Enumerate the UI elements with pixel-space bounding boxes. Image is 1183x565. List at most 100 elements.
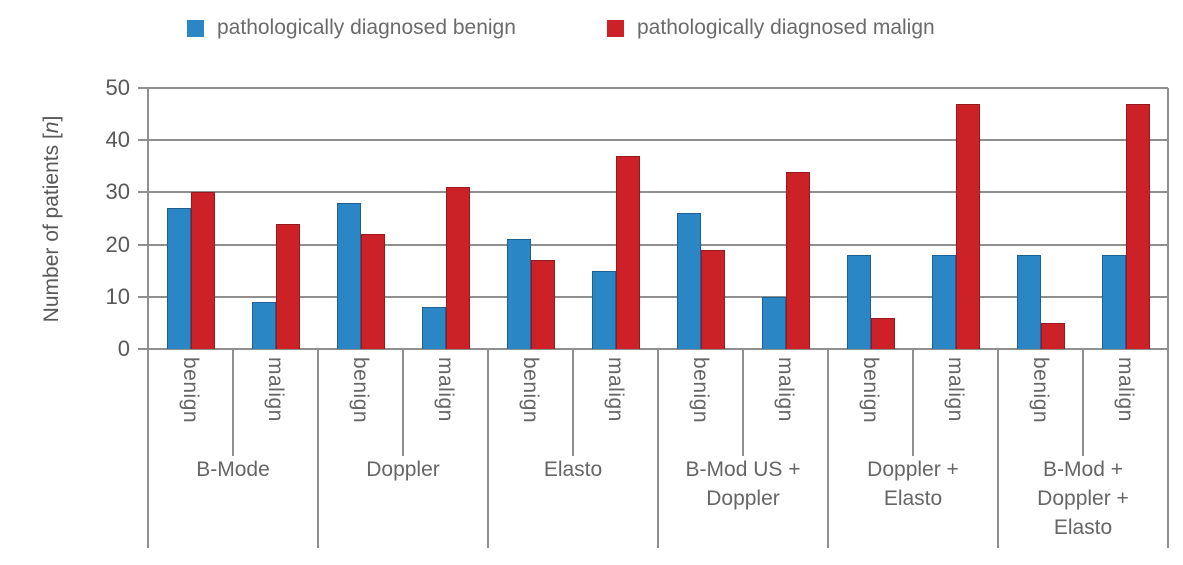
- bar-diagnosed-benign: [846, 255, 871, 349]
- y-axis-tick-label: 20: [105, 231, 130, 257]
- legend-swatch-diagnosed-malign: [607, 19, 624, 37]
- category-label: malign: [233, 357, 318, 457]
- category-label-text: malign: [774, 357, 797, 422]
- category-label: benign: [318, 357, 403, 457]
- bar-diagnosed-malign: [530, 260, 555, 349]
- group-label: Doppler: [318, 455, 488, 484]
- y-axis-tick: [138, 348, 148, 350]
- group-label: Doppler + Elasto: [828, 455, 998, 513]
- y-axis-tick: [138, 139, 148, 142]
- subcategory-divider: [742, 349, 744, 456]
- bar-diagnosed-malign: [275, 223, 300, 349]
- bar-diagnosed-malign: [445, 187, 470, 349]
- y-axis-tick: [138, 243, 148, 246]
- bar-diagnosed-malign: [1040, 322, 1065, 349]
- chart-legend: pathologically diagnosed benign pathologi…: [0, 0, 1183, 48]
- y-axis-tick-label: 30: [105, 179, 130, 205]
- bar-diagnosed-benign: [1016, 255, 1041, 349]
- bar-diagnosed-malign: [955, 103, 980, 349]
- group-separator: [317, 349, 319, 548]
- bar-diagnosed-malign: [190, 192, 215, 349]
- y-axis-tick: [138, 295, 148, 298]
- gridline: [148, 87, 1168, 89]
- group-label-line: B-Mode: [196, 458, 270, 481]
- group-label-line: B-Mod +: [1043, 458, 1123, 481]
- category-label-text: benign: [1029, 357, 1052, 424]
- category-label: malign: [743, 357, 828, 457]
- group-separator: [147, 349, 149, 548]
- category-label: benign: [148, 357, 233, 457]
- bar-diagnosed-malign: [785, 171, 810, 349]
- category-label-text: malign: [264, 357, 287, 422]
- legend-swatch-diagnosed-benign: [187, 19, 204, 37]
- category-label: benign: [488, 357, 573, 457]
- y-axis-tick-label: 0: [117, 336, 130, 361]
- group-label-line: Doppler +: [1037, 487, 1129, 510]
- category-label-text: benign: [689, 357, 712, 424]
- category-label-text: malign: [604, 357, 627, 422]
- subcategory-divider: [1082, 349, 1084, 456]
- group-label-line: Doppler: [706, 487, 780, 510]
- gridline: [148, 191, 1168, 194]
- bar-diagnosed-benign: [506, 239, 531, 349]
- group-separator: [827, 349, 829, 548]
- legend-item-diagnosed-benign: pathologically diagnosed benign: [187, 12, 516, 44]
- bar-diagnosed-malign: [360, 234, 385, 349]
- bar-diagnosed-malign: [700, 249, 725, 349]
- bar-diagnosed-malign: [1125, 103, 1150, 349]
- group-separator: [487, 349, 489, 548]
- legend-label: pathologically diagnosed malign: [637, 16, 935, 39]
- y-axis-tick: [138, 191, 148, 194]
- bar-diagnosed-benign: [251, 302, 276, 349]
- group-separator: [1167, 349, 1169, 548]
- bar-diagnosed-malign: [615, 155, 640, 349]
- group-label-line: Doppler +: [867, 458, 959, 481]
- subcategory-divider: [912, 349, 914, 456]
- category-label: benign: [998, 357, 1083, 457]
- group-separator: [997, 349, 999, 548]
- group-label: B-Mod US + Doppler: [658, 455, 828, 513]
- category-label-text: benign: [349, 357, 372, 424]
- bar-diagnosed-benign: [421, 307, 446, 349]
- subcategory-divider: [402, 349, 404, 456]
- group-label-line: Elasto: [1053, 516, 1113, 539]
- category-label-text: benign: [179, 357, 202, 424]
- subcategory-divider: [572, 349, 574, 456]
- group-label-line: B-Mod US +: [685, 458, 801, 481]
- category-label-text: malign: [434, 357, 457, 422]
- bar-diagnosed-malign: [870, 317, 895, 349]
- bar-diagnosed-benign: [166, 208, 191, 349]
- bar-diagnosed-benign: [761, 296, 786, 349]
- plot-right-border: [1167, 88, 1169, 349]
- group-label: B-Mod + Doppler + Elasto: [998, 455, 1168, 542]
- group-label-line: Doppler: [366, 458, 440, 481]
- category-label: malign: [913, 357, 998, 457]
- category-label: malign: [573, 357, 658, 457]
- bar-diagnosed-benign: [676, 213, 701, 349]
- legend-label: pathologically diagnosed benign: [217, 16, 516, 39]
- y-axis-tick: [138, 87, 148, 89]
- category-label: benign: [658, 357, 743, 457]
- y-axis-tick-label: 40: [105, 127, 130, 153]
- category-label: malign: [403, 357, 488, 457]
- bar-diagnosed-benign: [931, 255, 956, 349]
- category-label: malign: [1083, 357, 1168, 457]
- bar-diagnosed-benign: [336, 202, 361, 349]
- group-label: B-Mode: [148, 455, 318, 484]
- gridline: [148, 139, 1168, 142]
- category-label: benign: [828, 357, 913, 457]
- y-axis-tick-label: 50: [105, 75, 130, 100]
- category-label-text: benign: [859, 357, 882, 424]
- subcategory-divider: [232, 349, 234, 456]
- group-separator: [657, 349, 659, 548]
- legend-item-diagnosed-malign: pathologically diagnosed malign: [607, 12, 935, 44]
- y-axis-line: [147, 88, 149, 349]
- group-label: Elasto: [488, 455, 658, 484]
- gridline: [148, 243, 1168, 246]
- category-label-text: malign: [1114, 357, 1137, 422]
- group-label-line: Elasto: [543, 458, 603, 481]
- category-label-text: malign: [944, 357, 967, 422]
- group-label-line: Elasto: [883, 487, 943, 510]
